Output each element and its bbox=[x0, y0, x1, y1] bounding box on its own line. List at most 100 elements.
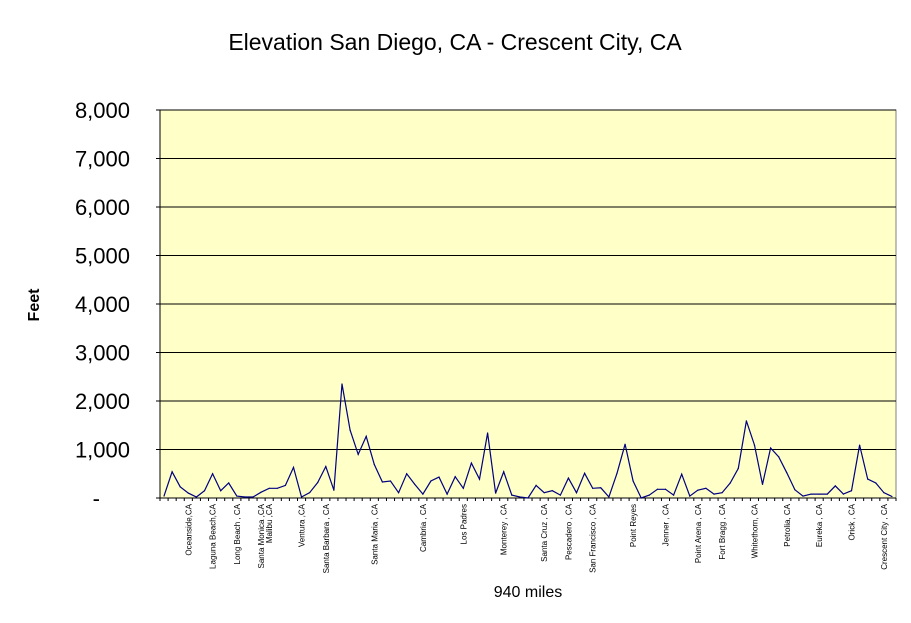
data-point bbox=[527, 497, 529, 499]
chart-title: Elevation San Diego, CA - Crescent City,… bbox=[228, 29, 682, 55]
data-point bbox=[309, 492, 311, 494]
x-axis-ticks bbox=[159, 498, 897, 501]
data-point bbox=[406, 473, 408, 475]
data-point bbox=[713, 493, 715, 495]
x-tick-label: Laguna Beach,CA bbox=[209, 503, 218, 569]
data-point bbox=[705, 487, 707, 489]
data-point bbox=[187, 492, 189, 494]
data-point bbox=[632, 480, 634, 482]
data-point bbox=[171, 471, 173, 473]
data-point bbox=[236, 495, 238, 497]
data-point bbox=[875, 482, 877, 484]
data-point bbox=[220, 490, 222, 492]
x-tick-label: Point Arena , CA bbox=[694, 503, 703, 563]
data-point bbox=[648, 494, 650, 496]
data-point bbox=[600, 487, 602, 489]
x-tick-label: Petrolia, CA bbox=[783, 503, 792, 546]
x-tick-label: Cambria , CA bbox=[419, 503, 428, 552]
data-point bbox=[454, 476, 456, 478]
data-point bbox=[470, 462, 472, 464]
data-point bbox=[373, 463, 375, 466]
data-point bbox=[697, 489, 699, 491]
data-point bbox=[883, 492, 885, 494]
data-point bbox=[519, 496, 521, 498]
data-point bbox=[575, 492, 578, 494]
data-point bbox=[551, 490, 553, 492]
x-axis-tick-labels: Oceanside,CA Laguna Beach,CA Long Beach , … bbox=[184, 503, 889, 573]
data-point bbox=[859, 444, 861, 446]
data-point bbox=[365, 435, 367, 438]
data-point bbox=[260, 491, 262, 493]
data-point bbox=[211, 473, 214, 475]
data-point bbox=[244, 496, 246, 498]
data-point bbox=[567, 477, 570, 479]
x-tick-label: Eureka , CA bbox=[815, 503, 824, 547]
data-point bbox=[810, 493, 812, 495]
data-point bbox=[430, 480, 432, 482]
x-tick-label: Orick , CA bbox=[848, 503, 857, 540]
data-point bbox=[656, 488, 659, 490]
data-point bbox=[252, 496, 254, 498]
y-axis-label: Feet bbox=[26, 288, 43, 322]
data-point bbox=[770, 447, 772, 449]
data-point bbox=[745, 420, 747, 422]
x-tick-label: Oceanside,CA bbox=[184, 503, 193, 555]
data-point bbox=[333, 489, 335, 491]
data-point bbox=[438, 476, 440, 478]
x-tick-label: Malibu ,CA bbox=[265, 503, 274, 543]
data-point bbox=[681, 473, 683, 475]
x-tick-label: Whitethorn, CA bbox=[750, 503, 759, 558]
y-tick-label: - bbox=[93, 486, 100, 511]
data-point bbox=[276, 487, 278, 489]
data-point bbox=[446, 493, 448, 495]
data-point bbox=[381, 481, 384, 483]
data-point bbox=[640, 497, 642, 499]
data-point bbox=[891, 495, 893, 498]
y-tick-label: 4,000 bbox=[75, 292, 130, 317]
y-tick-label: 6,000 bbox=[75, 195, 130, 220]
y-tick-label: 1,000 bbox=[75, 438, 130, 463]
data-point bbox=[389, 480, 392, 482]
x-tick-label: Fort Bragg , CA bbox=[718, 503, 727, 559]
data-point bbox=[397, 492, 400, 494]
data-point bbox=[422, 493, 424, 495]
data-point bbox=[300, 496, 303, 498]
data-point bbox=[228, 482, 230, 484]
data-point bbox=[163, 495, 165, 497]
data-point bbox=[672, 494, 675, 496]
data-point bbox=[543, 492, 545, 494]
data-point bbox=[786, 472, 788, 474]
data-point bbox=[753, 444, 756, 446]
data-point bbox=[486, 432, 489, 434]
data-point bbox=[664, 488, 667, 490]
data-point bbox=[794, 489, 796, 491]
data-point bbox=[349, 429, 351, 431]
data-point bbox=[292, 466, 295, 469]
y-tick-label: 7,000 bbox=[75, 147, 130, 172]
x-tick-label: Point Reyes bbox=[629, 504, 638, 547]
data-point bbox=[268, 487, 270, 489]
data-point bbox=[624, 443, 626, 445]
data-point bbox=[826, 493, 828, 495]
x-tick-label: San Francisco , CA bbox=[589, 503, 598, 573]
data-point bbox=[341, 383, 343, 385]
y-tick-label: 3,000 bbox=[75, 341, 130, 366]
data-point bbox=[325, 465, 327, 468]
data-point bbox=[179, 486, 181, 488]
data-point bbox=[616, 472, 618, 474]
data-point bbox=[195, 496, 197, 498]
x-tick-label: Santa Barbara , CA bbox=[322, 503, 331, 573]
data-point bbox=[818, 493, 820, 495]
data-point bbox=[721, 492, 723, 494]
data-point bbox=[729, 482, 731, 484]
x-tick-label: Long Beach , CA bbox=[233, 503, 242, 564]
data-point bbox=[414, 483, 416, 486]
data-point bbox=[802, 495, 804, 497]
data-point bbox=[462, 487, 464, 489]
data-point bbox=[842, 493, 845, 495]
x-tick-label: Los Padres bbox=[459, 504, 468, 544]
data-point bbox=[203, 490, 206, 492]
data-point bbox=[559, 494, 561, 496]
y-tick-label: 8,000 bbox=[75, 98, 130, 123]
